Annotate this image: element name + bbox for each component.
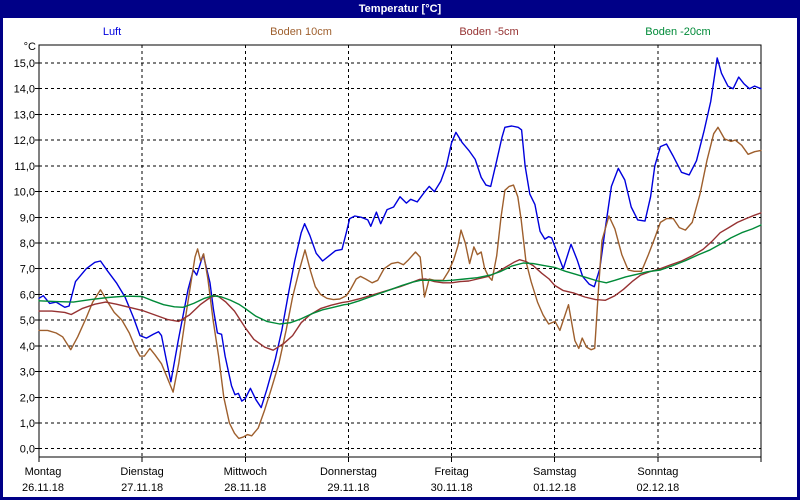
window-border-right xyxy=(797,0,800,500)
window-border-bottom xyxy=(0,497,800,500)
y-axis-unit: °C xyxy=(24,41,36,53)
y-tick-label: 11,0 xyxy=(14,161,35,173)
y-tick-label: 12,0 xyxy=(14,135,35,147)
x-day-label: Dienstag xyxy=(120,466,163,478)
x-date-label: 28.11.18 xyxy=(224,482,266,494)
series-boden-10cm xyxy=(38,126,762,440)
x-date-label: 01.12.18 xyxy=(533,482,576,494)
x-day-label: Montag xyxy=(25,466,62,478)
legend-luft: Luft xyxy=(102,26,122,38)
y-tick-label: 8,0 xyxy=(20,238,35,250)
x-date-label: 27.11.18 xyxy=(121,482,163,494)
y-tick-label: 5,0 xyxy=(20,315,35,327)
x-day-label: Mittwoch xyxy=(224,466,267,478)
x-day-label: Donnerstag xyxy=(320,466,377,478)
y-tick-label: 6,0 xyxy=(20,289,35,301)
y-tick-label: 9,0 xyxy=(20,212,35,224)
plot-border xyxy=(38,44,762,458)
y-tick-label: 3,0 xyxy=(20,367,35,379)
series-luft xyxy=(38,57,762,409)
x-date-label: 29.11.18 xyxy=(327,482,369,494)
x-day-label: Samstag xyxy=(533,466,576,478)
y-tick-label: 0,0 xyxy=(20,444,35,456)
series-boden-20cm xyxy=(38,224,762,325)
y-tick-label: 4,0 xyxy=(20,341,35,353)
y-tick-label: 14,0 xyxy=(14,84,35,96)
legend-boden-10cm: Boden 10cm xyxy=(270,26,332,38)
x-date-label: 02.12.18 xyxy=(636,482,679,494)
window-border-left xyxy=(0,0,3,500)
y-tick-label: 15,0 xyxy=(14,58,35,70)
y-tick-label: 1,0 xyxy=(20,418,35,430)
y-tick-label: 7,0 xyxy=(20,264,35,276)
y-tick-label: 13,0 xyxy=(14,109,35,121)
series-boden-5cm xyxy=(38,212,762,351)
x-day-label: Sonntag xyxy=(637,466,678,478)
x-date-label: 26.11.18 xyxy=(22,482,64,494)
legend-boden-minus20cm: Boden -20cm xyxy=(645,26,711,38)
legend-boden-minus5cm: Boden -5cm xyxy=(459,26,519,38)
window-title: Temperatur [°C] xyxy=(0,0,800,18)
x-date-label: 30.11.18 xyxy=(431,482,473,494)
x-day-label: Freitag xyxy=(434,466,468,478)
y-tick-label: 10,0 xyxy=(14,187,35,199)
y-tick-label: 2,0 xyxy=(20,392,35,404)
